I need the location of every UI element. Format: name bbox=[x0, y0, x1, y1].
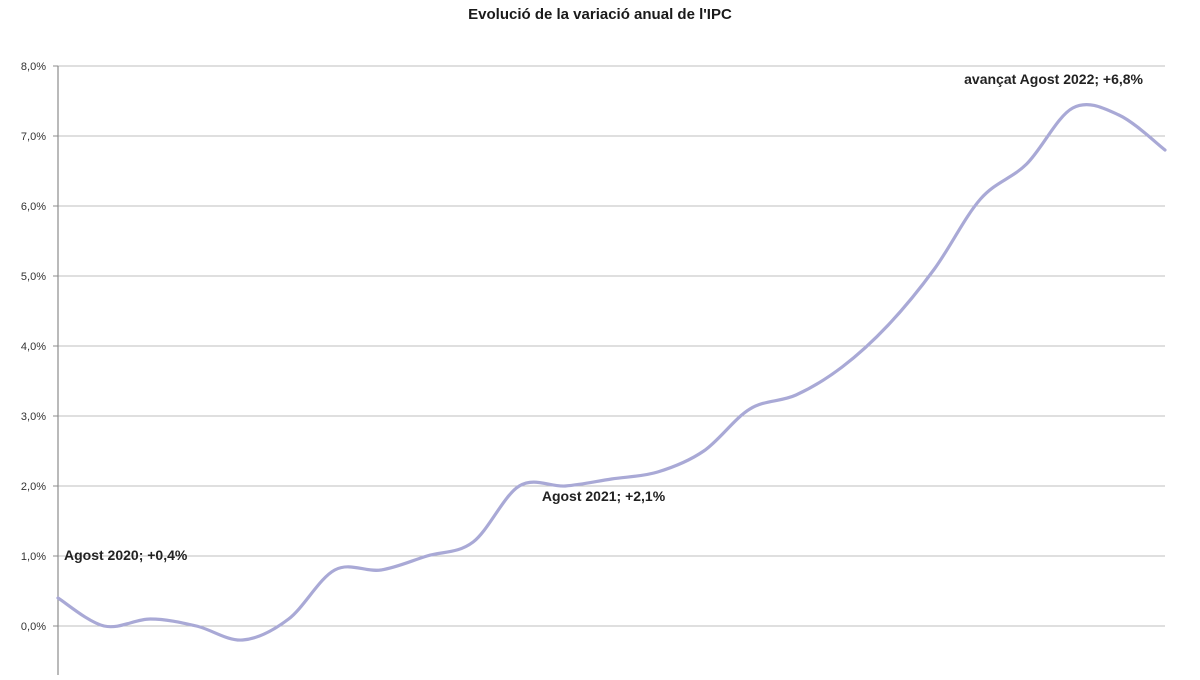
data-annotation: Agost 2020; +0,4% bbox=[64, 547, 188, 563]
y-tick-label: 1,0% bbox=[21, 551, 46, 563]
y-tick-label: 7,0% bbox=[21, 131, 46, 143]
y-tick-label: 8,0% bbox=[21, 61, 46, 73]
y-tick-label: 2,0% bbox=[21, 481, 46, 493]
ipc-series-line bbox=[56, 103, 1167, 642]
y-tick-label: 3,0% bbox=[21, 411, 46, 423]
data-annotation: Agost 2021; +2,1% bbox=[542, 488, 666, 504]
y-tick-label: 0,0% bbox=[21, 621, 46, 633]
chart-title: Evolució de la variació anual de l'IPC bbox=[468, 6, 732, 23]
y-tick-label: 5,0% bbox=[21, 271, 46, 283]
y-tick-label: 4,0% bbox=[21, 341, 46, 353]
data-annotation: avançat Agost 2022; +6,8% bbox=[964, 71, 1143, 87]
y-tick-label: 6,0% bbox=[21, 201, 46, 213]
